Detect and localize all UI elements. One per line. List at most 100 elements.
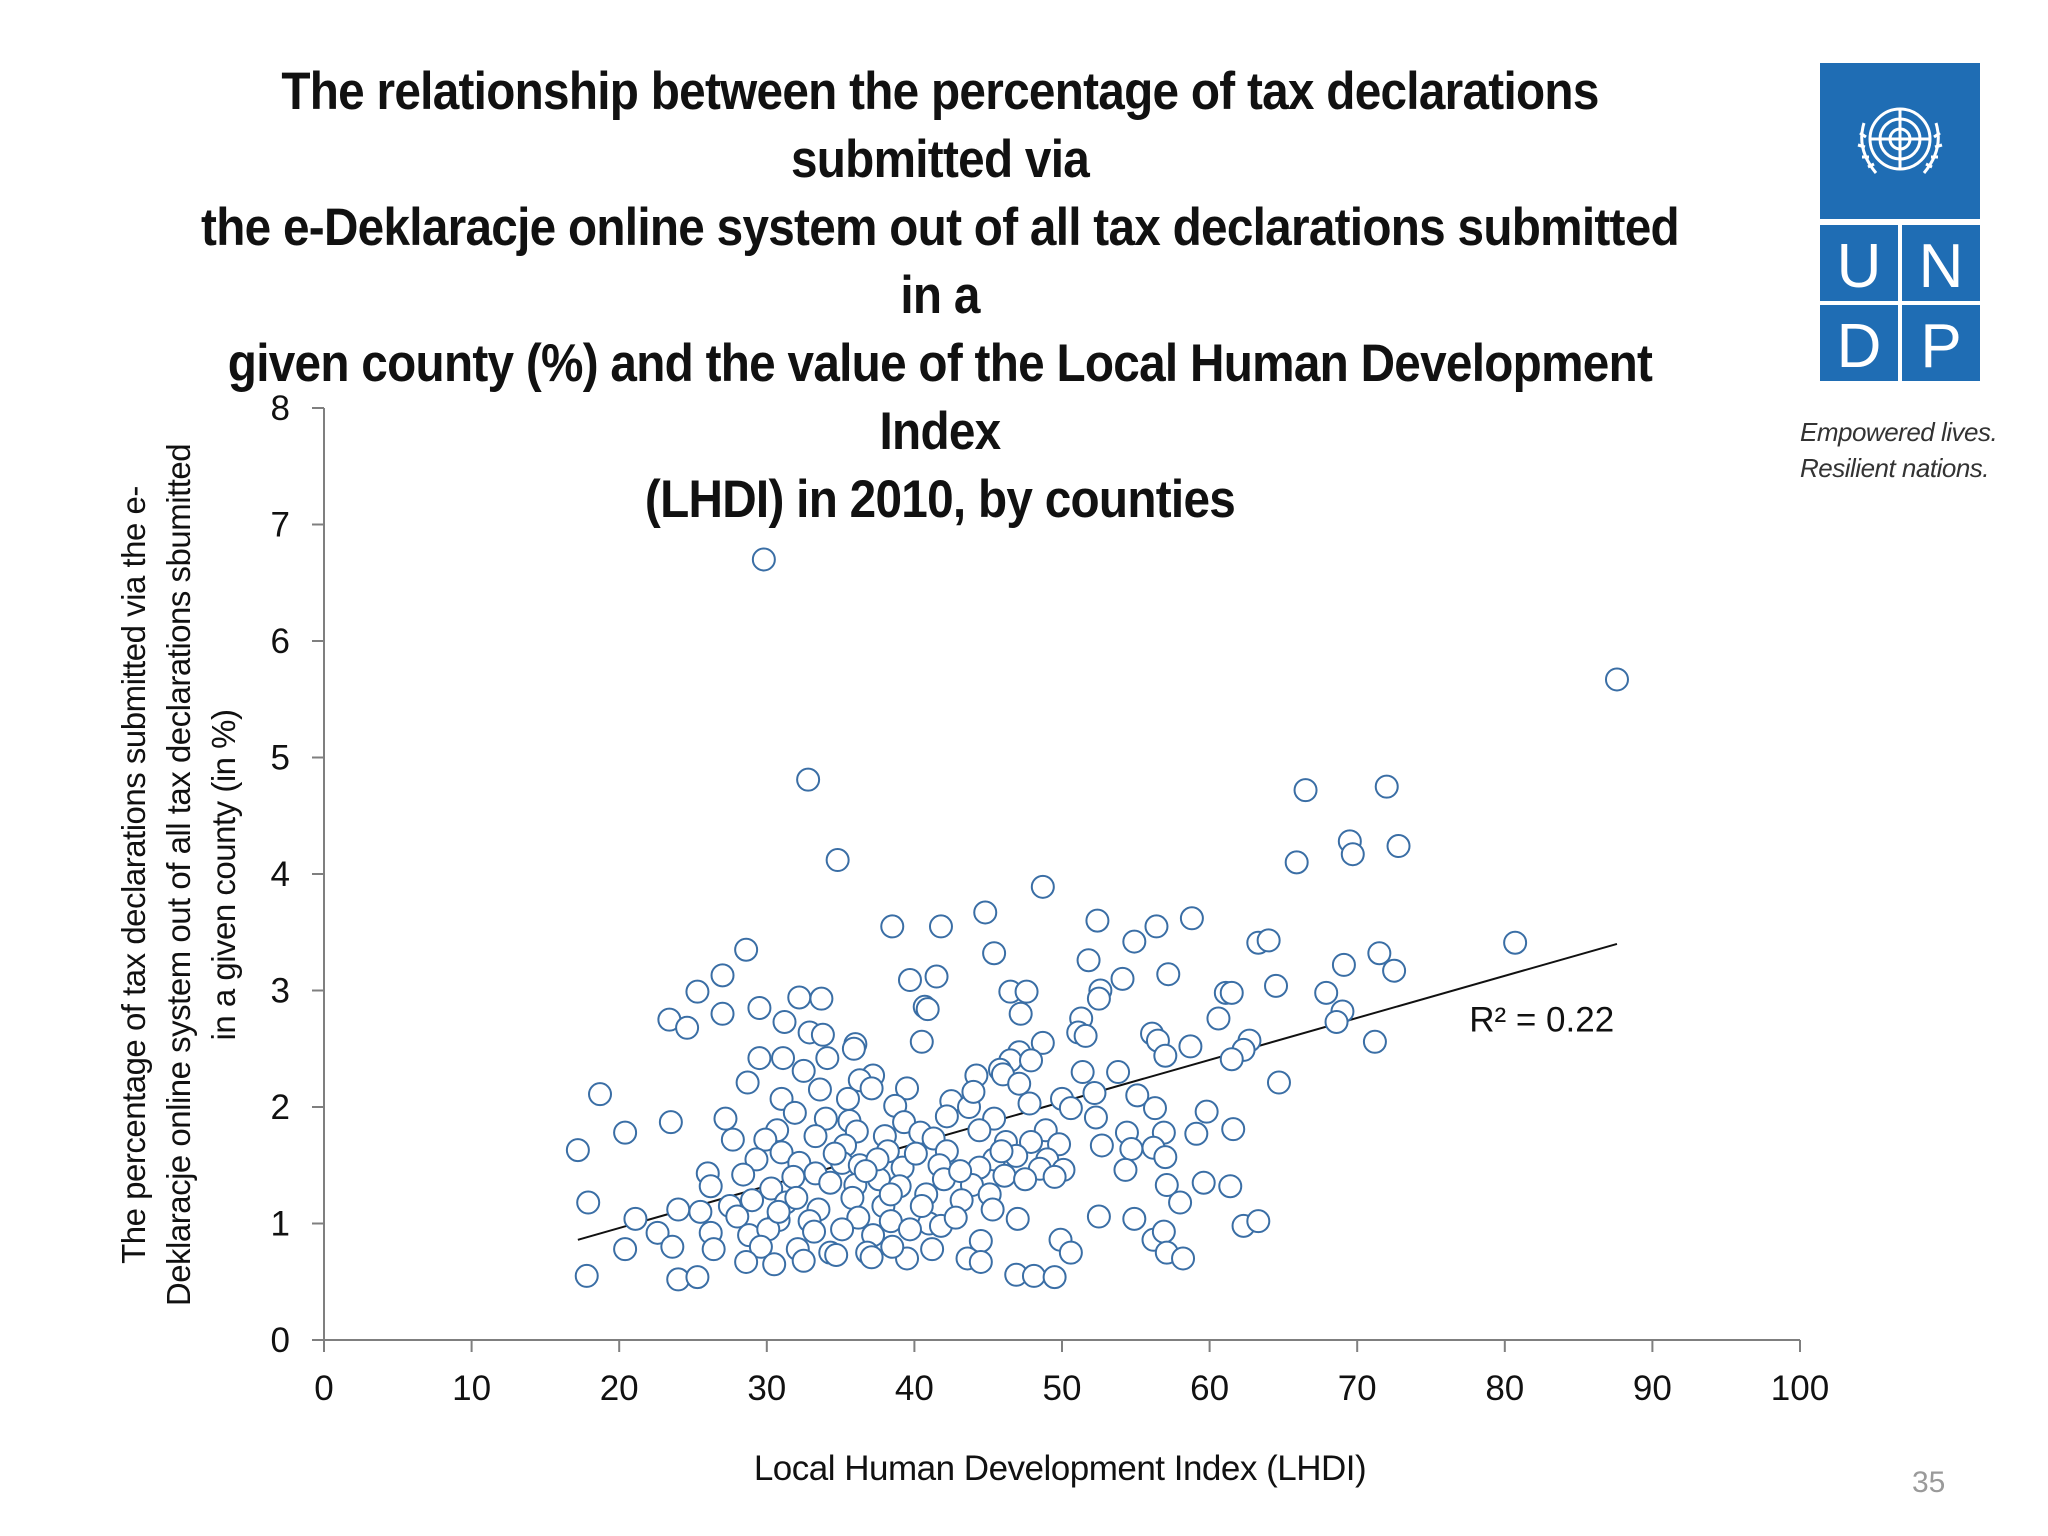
logo-letter: D	[1837, 312, 1882, 381]
data-point	[734, 1249, 759, 1274]
data-point	[859, 1076, 884, 1101]
data-point	[1042, 1265, 1067, 1290]
data-point	[1013, 1167, 1038, 1192]
data-point	[1073, 1023, 1098, 1048]
chart-axes: 0 10 20 30 40 50 60 70 80 90 100 0 1 2 3 4 5 6 7 8	[271, 389, 1830, 1408]
data-point	[1030, 1030, 1055, 1055]
y-tick-label: 1	[271, 1205, 290, 1244]
data-point	[1604, 667, 1629, 692]
data-point	[813, 1106, 838, 1131]
data-point	[909, 1029, 934, 1054]
data-point	[1017, 1091, 1042, 1116]
axis-labels: Local Human Development Index (LHDI) The…	[115, 444, 1367, 1488]
data-point	[825, 848, 850, 873]
data-point	[895, 1076, 920, 1101]
data-point	[740, 1188, 765, 1213]
logo-letter: N	[1919, 232, 1964, 301]
un-emblem-icon	[1857, 107, 1943, 174]
data-point	[1005, 1206, 1030, 1231]
x-tick-label: 30	[747, 1369, 786, 1408]
title-line: given county (%) and the value of the Lo…	[227, 334, 1653, 461]
data-point	[989, 1139, 1014, 1164]
y-tick-label: 2	[271, 1088, 290, 1127]
undp-logo: U N D P	[1820, 63, 1980, 381]
data-point	[815, 1046, 840, 1071]
data-point	[720, 1127, 745, 1152]
logo-letter: P	[1920, 312, 1961, 381]
data-point	[924, 964, 949, 989]
data-point	[1119, 1136, 1144, 1161]
data-point	[1154, 1173, 1179, 1198]
data-point	[710, 963, 735, 988]
data-point	[948, 1159, 973, 1184]
data-point	[840, 1185, 865, 1210]
page-title: The relationship between the percentage …	[175, 58, 1705, 534]
data-point	[784, 1185, 809, 1210]
y-tick-label: 8	[271, 389, 290, 428]
data-point	[992, 1163, 1017, 1188]
x-tick-label: 70	[1338, 1369, 1377, 1408]
data-point	[1340, 842, 1365, 867]
data-point	[1007, 1071, 1032, 1096]
data-point	[1085, 908, 1110, 933]
data-point	[1331, 952, 1356, 977]
data-point	[968, 1249, 993, 1274]
data-point	[1324, 1009, 1349, 1034]
data-point	[658, 1110, 683, 1135]
data-point	[1284, 850, 1309, 875]
page-number: 35	[1912, 1466, 1946, 1499]
data-point	[710, 1001, 735, 1026]
data-point	[698, 1174, 723, 1199]
x-tick-label: 20	[600, 1369, 639, 1408]
scatter-chart: 0 10 20 30 40 50 60 70 80 90 100 0 1 2 3 4 5 6 7 8 R² = 0.2…	[115, 389, 1830, 1488]
y-tick-label: 0	[271, 1321, 290, 1360]
data-point	[576, 1190, 601, 1215]
data-point	[701, 1237, 726, 1262]
data-point	[796, 767, 821, 792]
x-tick-label: 10	[452, 1369, 491, 1408]
data-point	[1266, 1070, 1291, 1095]
data-point	[1367, 941, 1392, 966]
y-axis-label-line: in a given county (in %)	[205, 709, 242, 1040]
tagline-line: Resilient nations.	[1800, 453, 1990, 483]
data-point	[897, 968, 922, 993]
x-tick-label: 50	[1043, 1369, 1082, 1408]
data-point	[980, 1197, 1005, 1222]
data-point	[1086, 1204, 1111, 1229]
data-point	[1191, 1170, 1216, 1195]
data-point	[920, 1237, 945, 1262]
data-point	[787, 985, 812, 1010]
tagline-line: Empowered lives.	[1800, 417, 1998, 447]
data-point	[934, 1104, 959, 1129]
data-point	[835, 1086, 860, 1111]
data-point	[645, 1220, 670, 1245]
data-point	[822, 1141, 847, 1166]
data-point	[565, 1138, 590, 1163]
data-point	[747, 1046, 772, 1071]
data-point	[1171, 1246, 1196, 1271]
data-point	[802, 1219, 827, 1244]
data-point	[1386, 834, 1411, 859]
data-point	[1314, 980, 1339, 1005]
x-tick-label: 40	[895, 1369, 934, 1408]
data-point	[1086, 986, 1111, 1011]
data-point	[782, 1100, 807, 1125]
data-point	[735, 1070, 760, 1095]
data-point	[880, 914, 905, 939]
data-point	[1374, 774, 1399, 799]
data-point	[781, 1164, 806, 1189]
title-line: The relationship between the percentage …	[281, 62, 1599, 189]
data-point	[973, 900, 998, 925]
data-point	[1264, 973, 1289, 998]
data-point	[1019, 1048, 1044, 1073]
y-tick-label: 6	[271, 622, 290, 661]
data-point	[734, 937, 759, 962]
data-point	[1144, 914, 1169, 939]
data-point	[1019, 1129, 1044, 1154]
data-point	[1246, 1209, 1271, 1234]
data-point	[1382, 958, 1407, 983]
data-point	[982, 941, 1007, 966]
data-point	[759, 1176, 784, 1201]
data-point	[675, 1015, 700, 1040]
data-point	[1221, 1117, 1246, 1142]
